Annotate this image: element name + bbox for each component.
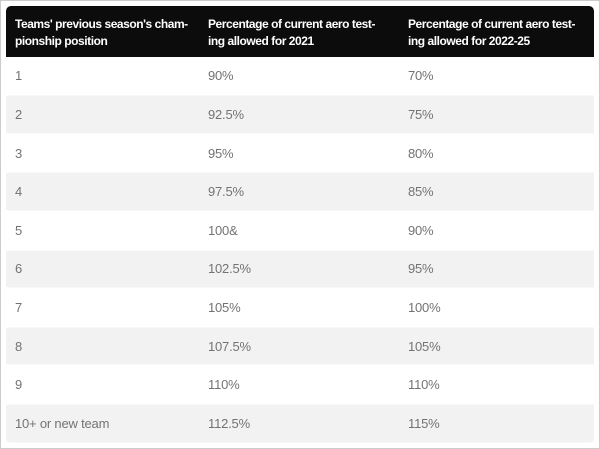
table-row: 10+ or new team 112.5% 115% <box>6 403 594 443</box>
cell-championship-position: 7 <box>15 299 23 315</box>
cell-pct-2021: 112.5% <box>208 415 250 431</box>
cell-championship-position: 3 <box>15 145 23 161</box>
table-row: 7 105% 100% <box>6 288 594 327</box>
cell-pct-2021: 110% <box>208 377 240 393</box>
column-header-line: Percentage of current aero test- <box>208 17 375 31</box>
column-header-line: pionship position <box>15 33 108 48</box>
cell-pct-2022-25: 100% <box>408 299 441 315</box>
column-header-line: ing allowed for 2021 <box>208 33 314 48</box>
cell-pct-2022-25: 85% <box>408 184 434 200</box>
table-row: 3 95% 80% <box>6 133 594 173</box>
cell-pct-2021: 95% <box>208 145 234 161</box>
cell-pct-2022-25: 70% <box>408 68 434 84</box>
table-row: 9 110% 110% <box>6 365 594 404</box>
table-header-row: Teams' previous season's cham- pionship … <box>6 6 594 57</box>
cell-championship-position: 2 <box>15 106 23 122</box>
cell-pct-2022-25: 90% <box>408 222 434 238</box>
table-row: 8 107.5% 105% <box>6 326 594 366</box>
cell-championship-position: 5 <box>15 222 23 238</box>
cell-pct-2021: 92.5% <box>208 106 244 122</box>
cell-pct-2022-25: 95% <box>408 261 434 277</box>
cell-pct-2021: 90% <box>208 68 234 84</box>
cell-championship-position: 9 <box>15 377 23 393</box>
cell-pct-2021: 105% <box>208 299 241 315</box>
cell-pct-2022-25: 75% <box>408 106 434 122</box>
cell-championship-position: 6 <box>15 261 23 277</box>
cell-pct-2021: 100& <box>208 222 238 238</box>
table-row: 5 100& 90% <box>6 210 594 250</box>
table-row: 1 90% 70% <box>6 56 594 96</box>
table-row: 4 97.5% 85% <box>6 172 594 211</box>
table-row: 6 102.5% 95% <box>6 249 594 289</box>
table-body: 1 90% 70% 2 92.5% 75% 3 95% 80% 4 97.5% … <box>6 56 594 443</box>
cell-pct-2022-25: 115% <box>408 415 440 431</box>
aero-testing-allowance-table: Teams' previous season's cham- pionship … <box>6 6 594 443</box>
cell-pct-2022-25: 110% <box>408 377 440 393</box>
cell-pct-2021: 102.5% <box>208 261 251 277</box>
cell-pct-2022-25: 80% <box>408 145 434 161</box>
column-header-line: Teams' previous season's cham- <box>15 17 188 31</box>
cell-championship-position: 1 <box>15 68 23 84</box>
column-header-pct-2021: Percentage of current aero test- ing all… <box>199 16 399 57</box>
cell-championship-position: 4 <box>15 184 23 200</box>
column-header-line: ing allowed for 2022-25 <box>408 33 530 48</box>
cell-championship-position: 10+ or new team <box>15 415 110 431</box>
cell-championship-position: 8 <box>15 338 23 354</box>
table-row: 2 92.5% 75% <box>6 95 594 134</box>
column-header-championship-position: Teams' previous season's cham- pionship … <box>6 16 199 57</box>
cell-pct-2021: 107.5% <box>208 338 251 354</box>
column-header-line: Percentage of current aero test- <box>408 17 575 31</box>
cell-pct-2022-25: 105% <box>408 338 441 354</box>
cell-pct-2021: 97.5% <box>208 184 244 200</box>
column-header-pct-2022-25: Percentage of current aero test- ing all… <box>399 16 594 57</box>
